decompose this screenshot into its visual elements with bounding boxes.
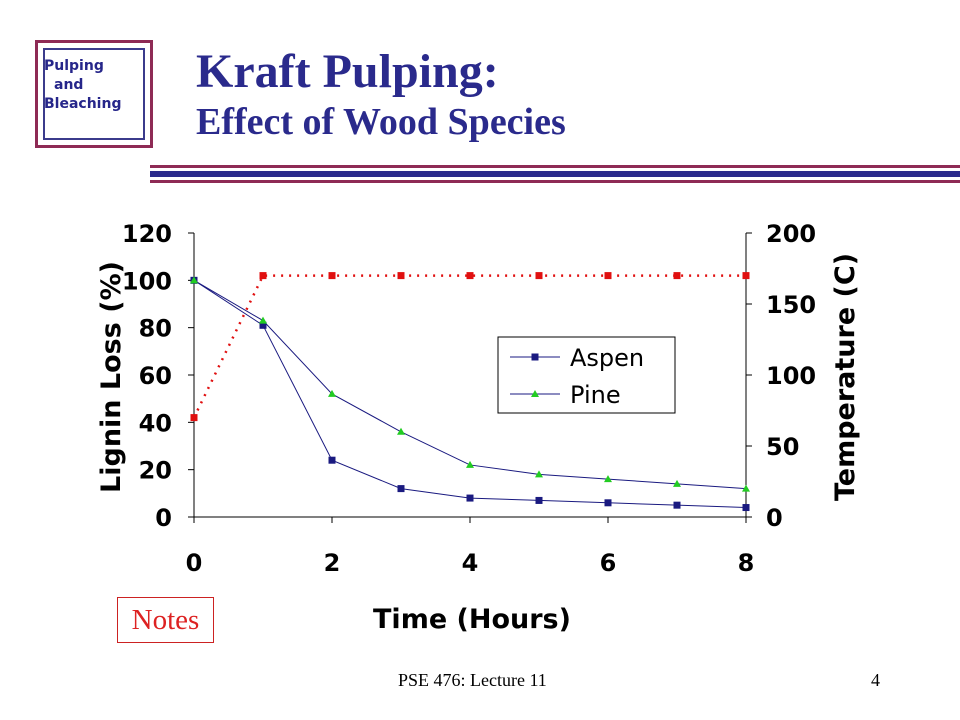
y-tick-label: 40 <box>139 409 172 437</box>
course-logo: Pulping and Bleaching <box>35 40 153 148</box>
legend-label-pine: Pine <box>570 381 621 409</box>
data-point-temperature <box>466 272 474 280</box>
y-tick-label: 60 <box>139 362 172 390</box>
chart-axes: 0 20 40 60 80 100 120 0 50 100 150 200 0 2 4 6 8 <box>122 220 816 577</box>
slide-title: Kraft Pulping: Effect of Wood Species <box>196 44 566 144</box>
x-axis-title: Time (Hours) <box>373 604 571 635</box>
data-point-aspen <box>328 456 336 464</box>
data-point-pine <box>535 470 543 478</box>
data-point-pine <box>466 460 474 468</box>
x-tick-label: 6 <box>600 549 617 577</box>
x-tick-label: 2 <box>324 549 341 577</box>
data-point-aspen <box>673 501 681 509</box>
data-point-temperature <box>604 272 612 280</box>
y-tick-label: 80 <box>139 315 172 343</box>
y-tick-label: 120 <box>122 220 172 248</box>
data-point-pine <box>673 479 681 487</box>
data-point-temperature <box>328 272 336 280</box>
header-rule-red-top <box>150 165 960 168</box>
logo-line-3: Bleaching <box>44 96 122 112</box>
data-point-pine <box>190 276 198 284</box>
data-point-temperature <box>190 414 198 422</box>
y-tick-label: 20 <box>139 457 172 485</box>
chart-series <box>190 272 750 512</box>
data-point-aspen <box>604 499 612 507</box>
data-point-aspen <box>742 504 750 512</box>
footer-course: PSE 476: Lecture 11 <box>398 670 547 690</box>
y2-tick-label: 100 <box>766 362 816 390</box>
data-point-aspen <box>259 321 267 329</box>
y2-tick-label: 0 <box>766 504 783 532</box>
title-line-2: Effect of Wood Species <box>196 101 566 143</box>
data-point-aspen <box>397 485 405 493</box>
y2-tick-label: 50 <box>766 433 799 461</box>
data-point-temperature <box>673 272 681 280</box>
data-point-temperature <box>397 272 405 280</box>
chart-labels: Time (Hours) Lignin Loss (%) Temperature (… <box>96 253 861 635</box>
y-tick-label: 0 <box>155 504 172 532</box>
data-point-temperature <box>259 272 267 280</box>
title-line-1: Kraft Pulping: <box>196 45 499 98</box>
legend-box <box>497 336 676 414</box>
x-tick-label: 4 <box>462 549 479 577</box>
x-tick-label: 8 <box>738 549 755 577</box>
logo-text: Pulping and Bleaching <box>44 57 121 114</box>
y2-tick-label: 150 <box>766 291 816 319</box>
footer-page-number: 4 <box>871 670 880 690</box>
header-rule-blue <box>150 171 960 177</box>
data-point-aspen <box>466 494 474 502</box>
chart-legend: Aspen Pine <box>497 336 676 414</box>
x-tick-label: 0 <box>186 549 203 577</box>
y2-tick-label: 200 <box>766 220 816 248</box>
data-point-aspen <box>535 496 543 504</box>
data-point-pine <box>397 427 405 435</box>
legend-label-aspen: Aspen <box>570 344 644 372</box>
data-point-pine <box>604 475 612 483</box>
data-point-pine <box>742 484 750 492</box>
y-axis-title: Lignin Loss (%) <box>96 261 127 493</box>
data-point-temperature <box>535 272 543 280</box>
header-rule-red-bottom <box>150 180 960 183</box>
data-point-temperature <box>742 272 750 280</box>
y-tick-label: 100 <box>122 267 172 295</box>
notes-button[interactable]: Notes <box>117 597 214 643</box>
logo-line-1: Pulping <box>44 58 104 74</box>
logo-inner-border <box>43 48 145 140</box>
y2-axis-title: Temperature (C) <box>830 253 861 501</box>
data-point-pine <box>328 389 336 397</box>
logo-line-2: and <box>54 77 84 93</box>
legend-swatch-marker <box>531 390 539 397</box>
data-point-pine <box>259 316 267 324</box>
legend-swatch-marker <box>531 353 539 361</box>
